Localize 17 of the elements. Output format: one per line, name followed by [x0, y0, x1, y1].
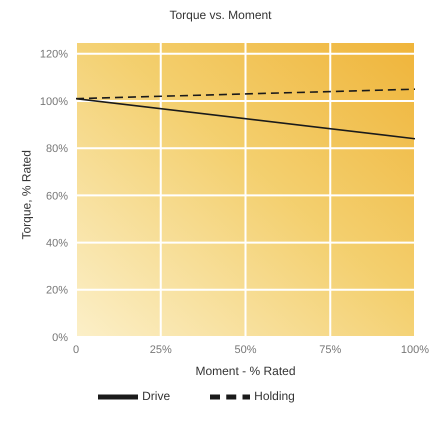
- y-tick-label: 20%: [46, 284, 68, 297]
- x-tick-label: 75%: [319, 344, 342, 356]
- chart-title: Torque vs. Moment: [168, 8, 273, 22]
- y-tick-label: 100%: [40, 96, 68, 108]
- x-tick-label: 0: [72, 344, 80, 356]
- x-tick-label: 50%: [234, 344, 257, 356]
- x-tick-label: 100%: [400, 344, 430, 356]
- y-axis-title: Torque, % Rated: [19, 150, 34, 240]
- y-tick-label: 80%: [46, 143, 68, 156]
- y-tick-label: 0%: [52, 332, 68, 344]
- legend-label: Holding: [254, 389, 295, 404]
- y-tick-label: 120%: [40, 48, 68, 61]
- y-tick-label: 60%: [46, 190, 68, 202]
- legend-label: Drive: [142, 389, 170, 404]
- x-tick-label: 25%: [150, 344, 172, 356]
- x-axis-title: Moment - % Rated: [195, 364, 296, 378]
- y-tick-label: 40%: [46, 238, 68, 250]
